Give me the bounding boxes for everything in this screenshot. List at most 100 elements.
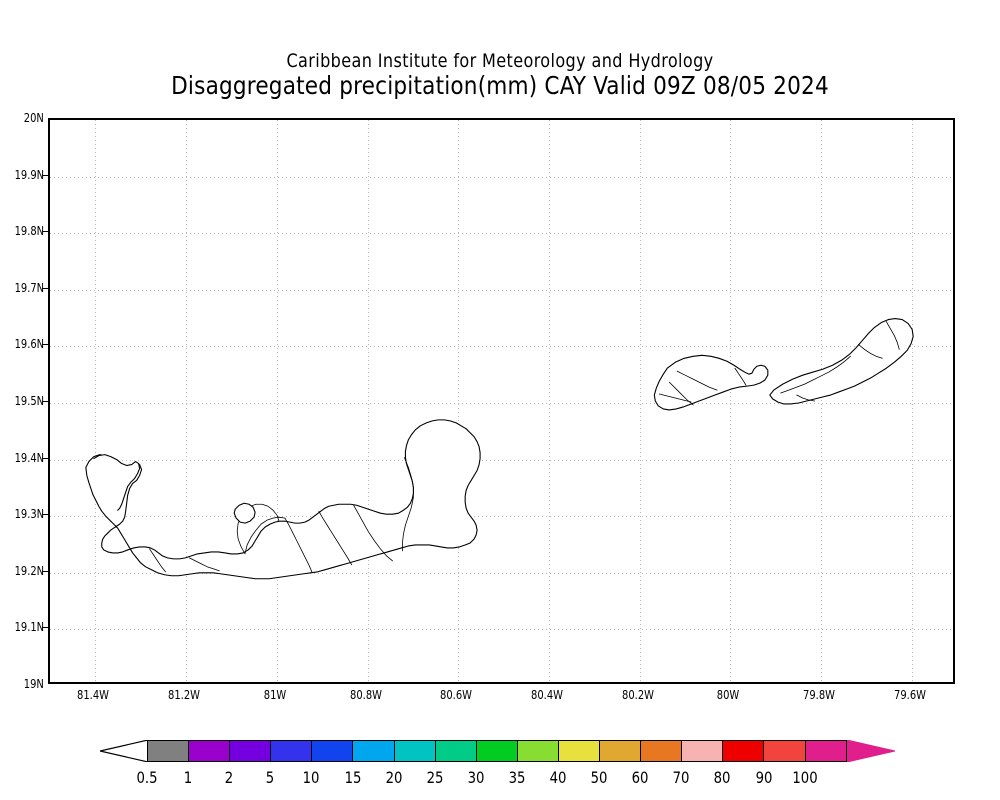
x-axis-tick-label-4: 80.6W (440, 688, 473, 702)
gridline-vertical-9 (911, 120, 913, 682)
colorbar-swatch-5[interactable] (352, 740, 395, 762)
colorbar-swatch-4[interactable] (311, 740, 354, 762)
colorbar-swatch-3[interactable] (270, 740, 313, 762)
gridline-vertical-1 (186, 120, 187, 682)
grand-cayman-northwest-point (93, 454, 141, 511)
y-axis-tick-mark-2 (42, 570, 49, 572)
gridline-horizontal-1 (50, 629, 953, 631)
x-axis-tick-label-6: 80.2W (621, 688, 654, 702)
colorbar-swatch-16[interactable] (804, 740, 847, 762)
y-axis-tick-label-2: 19.2N (14, 563, 44, 578)
y-axis-tick-mark-7 (42, 287, 49, 289)
gridline-horizontal-9 (50, 176, 953, 178)
colorbar-tick-label-8: 30 (467, 768, 485, 787)
colorbar-swatch-1[interactable] (188, 740, 231, 762)
colorbar-swatch-14[interactable] (722, 740, 765, 762)
gridline-horizontal-8 (50, 233, 953, 235)
colorbar-tick-label-6: 20 (385, 768, 403, 787)
colorbar-tick-label-11: 50 (590, 768, 608, 787)
x-axis-tick-label-9: 79.6W (893, 688, 926, 702)
y-axis-tick-label-8: 19.8N (14, 224, 44, 239)
gridline-vertical-2 (276, 120, 278, 682)
colorbar-tick-label-9: 35 (508, 768, 526, 787)
gridline-vertical-6 (639, 120, 641, 682)
cayman-islands-coastlines (85, 318, 914, 580)
grand-cayman-district-boundary-5 (402, 457, 414, 552)
colorbar-swatch-2[interactable] (229, 740, 272, 762)
gridline-vertical-3 (367, 120, 369, 682)
map-plot-area (48, 118, 955, 684)
cayman-brac-internal-3 (858, 344, 883, 359)
colorbar-tick-label-2: 2 (224, 768, 234, 787)
grand-cayman-coastline (85, 419, 481, 580)
x-axis-tick-label-7: 80W (717, 688, 740, 702)
grand-cayman-inner-lagoon (233, 502, 256, 524)
y-axis-tick-label-7: 19.7N (14, 280, 44, 295)
x-axis-tick-label-2: 81W (263, 688, 287, 702)
little-cayman-internal-4 (734, 367, 747, 386)
y-axis-tick-mark-9 (42, 174, 49, 176)
colorbar-swatch-15[interactable] (763, 740, 806, 762)
colorbar-tick-label-13: 70 (672, 768, 690, 787)
x-axis-tick-label-0: 81.4W (77, 688, 110, 702)
colorbar-swatch-6[interactable] (393, 740, 436, 762)
chart-subtitle: Caribbean Institute for Meteorology and … (286, 50, 714, 72)
gridline-horizontal-6 (50, 346, 953, 348)
grand-cayman-district-boundary-3 (318, 510, 353, 566)
gridline-vertical-8 (821, 120, 822, 682)
y-axis-tick-mark-8 (42, 231, 49, 233)
colorbar-tick-label-15: 90 (755, 768, 772, 787)
gridline-horizontal-2 (50, 572, 953, 574)
chart-title: Disaggregated precipitation(mm) CAY Vali… (171, 71, 829, 100)
colorbar-swatch-0[interactable] (147, 740, 190, 762)
y-axis-tick-label-6: 19.6N (14, 337, 44, 352)
chart-title-block: Caribbean Institute for Meteorology and … (0, 50, 1000, 100)
colorbar-tick-label-3: 5 (266, 768, 275, 787)
colorbar-tick-label-1: 1 (183, 768, 193, 787)
grand-cayman-district-boundary-1 (244, 516, 286, 554)
y-axis-tick-label-9: 19.9N (14, 167, 44, 182)
colorbar-swatch-11[interactable] (599, 740, 642, 762)
colorbar-tick-label-16: 100 (791, 768, 818, 787)
colorbar-tick-label-12: 60 (631, 768, 649, 787)
gridline-vertical-5 (548, 120, 550, 682)
y-axis-tick-label-0: 19N (23, 677, 44, 691)
y-axis-tick-mark-3 (42, 514, 49, 516)
y-axis-tick-label-1: 19.1N (14, 620, 44, 635)
colorbar-tick-label-14: 80 (713, 768, 731, 787)
grand-cayman-district-boundary-7 (149, 548, 166, 573)
colorbar-swatch-8[interactable] (475, 740, 518, 762)
colorbar-swatch-13[interactable] (681, 740, 724, 762)
gridline-horizontal-4 (50, 459, 953, 461)
colorbar-swatch-7[interactable] (434, 740, 477, 762)
colorbar-swatches (147, 740, 847, 762)
y-axis-tick-mark-1 (42, 627, 49, 629)
x-axis-tick-label-3: 80.8W (349, 688, 382, 702)
map-plot-inner (50, 120, 953, 682)
y-axis-tick-mark-6 (42, 344, 49, 346)
grand-cayman-district-boundary-4 (353, 504, 393, 562)
gridline-horizontal-5 (50, 403, 953, 404)
cayman-brac-internal-4 (885, 321, 900, 350)
gridline-vertical-4 (458, 120, 460, 682)
cayman-brac-internal-1 (780, 355, 851, 394)
y-axis-tick-label-5: 19.5N (14, 394, 44, 408)
gridline-horizontal-3 (50, 516, 953, 518)
cayman-brac-internal-2 (796, 394, 816, 402)
colorbar-over-arrow (847, 740, 895, 762)
y-axis-tick-mark-4 (42, 457, 49, 459)
gridline-vertical-0 (95, 120, 97, 682)
y-axis-tick-label-3: 19.3N (14, 507, 44, 522)
colorbar-swatch-9[interactable] (516, 740, 559, 762)
grand-cayman-district-boundary-2 (284, 517, 313, 573)
cayman-brac-coastline (769, 318, 914, 405)
colorbar-under-arrow (100, 740, 148, 762)
little-cayman-coastline (653, 354, 769, 411)
gridline-vertical-7 (730, 120, 732, 682)
y-axis-tick-label-10: 20N (23, 111, 44, 125)
y-axis-tick-label-4: 19.4N (14, 450, 44, 465)
colorbar-swatch-10[interactable] (557, 740, 601, 762)
colorbar-legend: 0.5 1 2 5 10 15 20 25 30 35 40 50 60 70 80 90 100 (0, 735, 1000, 795)
colorbar-tick-label-4: 10 (302, 768, 320, 787)
colorbar-swatch-12[interactable] (640, 740, 683, 762)
